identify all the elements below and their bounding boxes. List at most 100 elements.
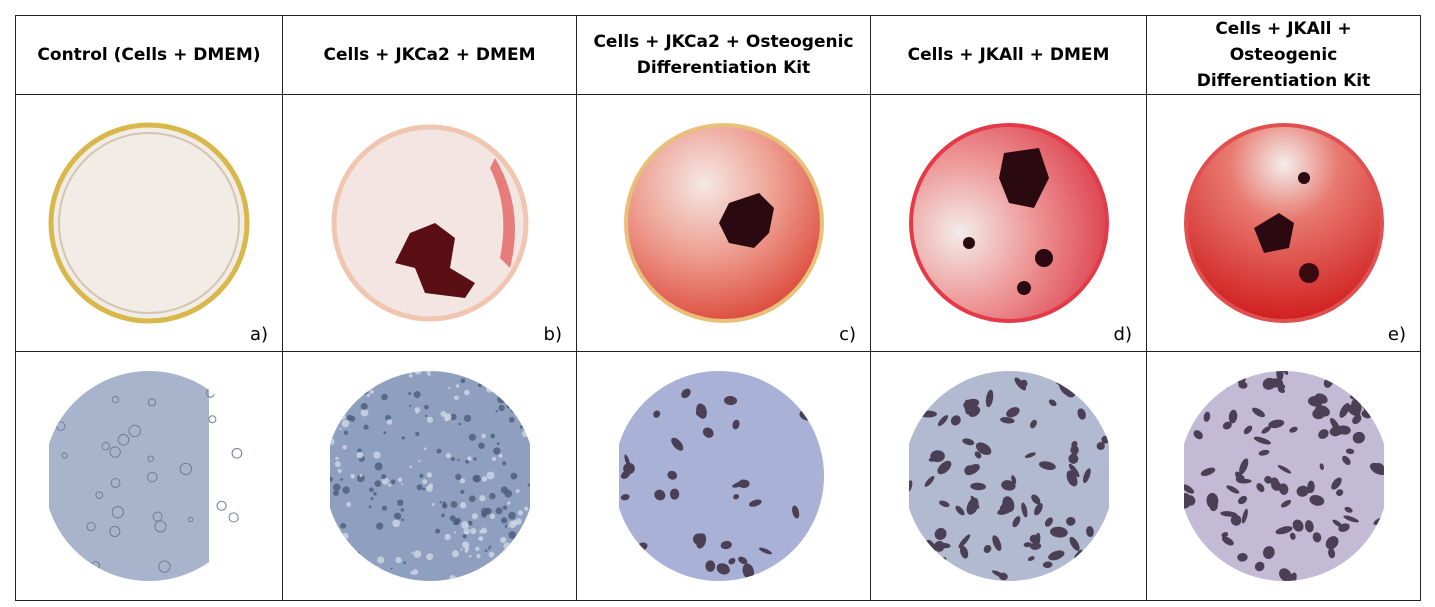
micro-element xyxy=(117,433,130,446)
micro-element xyxy=(1048,371,1059,372)
micro-element xyxy=(935,577,943,581)
micro-element xyxy=(499,368,501,370)
micro-element xyxy=(374,480,381,487)
micro-element xyxy=(484,371,493,373)
micro-element xyxy=(363,575,371,581)
micro-element xyxy=(228,512,239,523)
micro-element xyxy=(339,522,346,529)
micro-element xyxy=(1262,377,1276,390)
micro-element xyxy=(344,366,350,371)
micro-element xyxy=(440,411,446,417)
micro-element xyxy=(1372,462,1384,473)
micro-element xyxy=(415,411,418,414)
micro-element xyxy=(1095,544,1106,558)
micro-element xyxy=(527,372,530,376)
micro-element xyxy=(179,462,192,476)
micro-element xyxy=(524,409,527,412)
micro-element xyxy=(95,491,104,500)
micro-element xyxy=(478,576,485,581)
micro-element xyxy=(1262,546,1275,559)
micro-element xyxy=(387,371,395,376)
micro-element xyxy=(460,521,469,529)
header-cell: Control (Cells + DMEM) xyxy=(15,15,283,95)
micro-element xyxy=(936,460,951,475)
micro-element xyxy=(1352,431,1365,444)
micro-element xyxy=(1193,430,1203,440)
micro-element xyxy=(1236,478,1252,484)
micro-element xyxy=(1335,489,1343,497)
micro-element xyxy=(506,525,509,528)
micro-element xyxy=(373,565,380,573)
micro-element xyxy=(514,577,522,581)
micro-element xyxy=(959,545,968,559)
micro-element xyxy=(1040,578,1057,581)
micro-element xyxy=(330,419,333,422)
micro-element xyxy=(1299,487,1313,494)
micro-element xyxy=(1049,526,1068,538)
micro-element xyxy=(390,567,393,570)
micro-element xyxy=(480,507,489,516)
micro-element xyxy=(426,416,433,423)
micro-element xyxy=(226,374,235,383)
micro-element xyxy=(339,478,343,481)
micro-element xyxy=(491,456,496,461)
micro-element xyxy=(426,472,432,478)
micro-element xyxy=(950,415,961,426)
micro-element xyxy=(618,371,824,581)
micro-element xyxy=(1183,402,1191,411)
micro-element xyxy=(670,437,683,451)
micro-element xyxy=(1219,511,1237,517)
micro-element xyxy=(338,559,346,567)
micro-element xyxy=(472,457,477,461)
micro-element xyxy=(1196,556,1208,567)
header-cell: Cells + JKCa2 + Osteogenic Differentiati… xyxy=(576,15,871,95)
micro-element xyxy=(463,414,471,423)
micro-element xyxy=(444,533,451,541)
micro-element xyxy=(454,473,461,480)
micro-element xyxy=(507,511,516,520)
micro-element xyxy=(791,505,799,519)
micro-element xyxy=(1222,421,1232,430)
micro-element xyxy=(464,546,469,551)
micro-element xyxy=(462,528,470,535)
micro-element xyxy=(991,535,1001,551)
micro-element xyxy=(405,367,409,371)
micro-element xyxy=(1377,409,1384,421)
micro-element xyxy=(499,536,506,544)
micro-element xyxy=(468,495,476,503)
micro-element xyxy=(496,395,505,404)
petri-dish xyxy=(48,122,250,324)
micro-element xyxy=(521,430,529,437)
micro-element xyxy=(484,549,487,553)
micrograph xyxy=(329,366,530,581)
micro-element xyxy=(332,562,336,566)
micro-element xyxy=(372,451,381,459)
micro-element xyxy=(527,483,530,487)
micro-element xyxy=(330,366,333,370)
micro-element xyxy=(1096,441,1105,450)
micro-element xyxy=(1319,463,1324,471)
micro-element xyxy=(519,425,523,429)
micro-element xyxy=(1226,577,1242,581)
micro-element xyxy=(442,504,446,507)
micro-element xyxy=(329,476,333,482)
micro-element xyxy=(1030,494,1040,505)
micro-element xyxy=(1228,409,1237,424)
micro-element xyxy=(500,517,507,524)
micro-element xyxy=(1200,467,1215,477)
micro-element xyxy=(453,531,456,534)
micro-element xyxy=(1197,371,1204,382)
dish-cell: b) xyxy=(282,94,577,352)
micro-element xyxy=(416,484,423,491)
micro-element xyxy=(1326,371,1337,376)
micro-element xyxy=(720,540,732,550)
micro-cell xyxy=(1146,351,1421,601)
micro-element xyxy=(400,518,404,522)
micro-element xyxy=(506,501,511,505)
micro-element xyxy=(1069,445,1079,455)
micro-element xyxy=(1328,374,1336,381)
micro-element xyxy=(1253,436,1271,445)
micro-element xyxy=(622,462,635,475)
micro-element xyxy=(653,489,665,501)
micro-element xyxy=(459,489,464,494)
